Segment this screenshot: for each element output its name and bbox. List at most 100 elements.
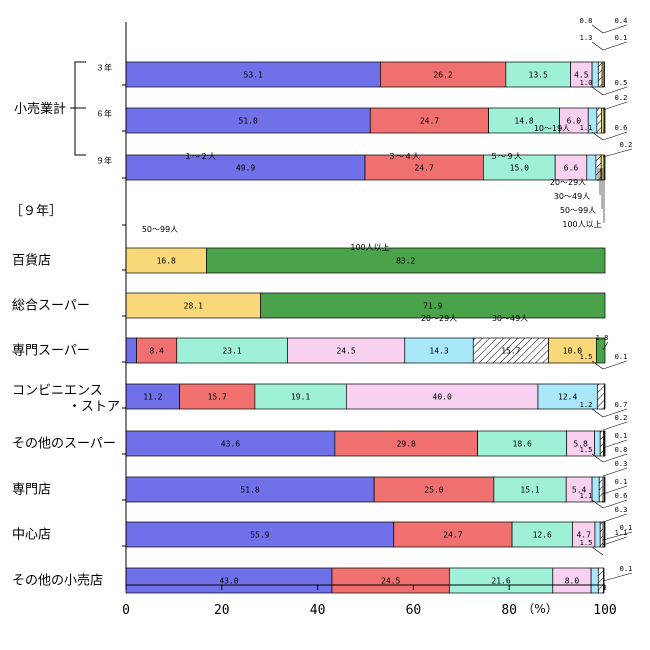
bar-value-label: 24.7 <box>415 164 434 173</box>
leader-line <box>591 131 604 141</box>
bar-value-label: 51.8 <box>240 486 259 495</box>
bar-value-label: 10.0 <box>563 347 582 356</box>
small-value-label: 1.5 <box>580 446 593 454</box>
category-label: その他のスーパー <box>12 437 116 452</box>
bar-value-label: 15.7 <box>501 347 520 356</box>
category-label: コンビニエンス <box>12 384 103 399</box>
bar-segment <box>125 383 180 410</box>
small-value-label: 1.1 <box>615 529 628 537</box>
year-label: ３年 <box>96 63 112 73</box>
bar-value-label: 13.5 <box>529 71 548 80</box>
small-value-label: 0.4 <box>615 17 628 25</box>
leader-line <box>602 148 633 158</box>
bar-segment <box>599 430 604 457</box>
bar-segment <box>554 154 588 181</box>
bar-segment <box>364 154 484 181</box>
small-value-label: 1.8 <box>596 334 609 342</box>
bar-segment <box>448 567 554 594</box>
bar-segment <box>511 521 573 548</box>
bar-segment <box>596 383 605 410</box>
small-value-label: 0.1 <box>615 478 628 486</box>
small-value-label: 0.1 <box>620 565 633 573</box>
x-unit-label: （%） <box>522 602 557 616</box>
leader-line <box>602 572 633 582</box>
bar-segment <box>125 61 381 88</box>
bar-segment <box>603 154 606 181</box>
section-label: ［９年］ <box>10 204 62 219</box>
bar-value-label: 43.6 <box>221 440 240 449</box>
bar-segment <box>125 521 395 548</box>
bar-value-label: 28.1 <box>184 302 203 311</box>
leader-line <box>602 408 628 418</box>
bar-value-label: 43.0 <box>219 577 238 586</box>
leader-line <box>591 453 604 463</box>
bar-segment <box>287 337 406 364</box>
bar-value-label: 15.1 <box>520 486 539 495</box>
category-label: その他の小売店 <box>12 573 103 589</box>
leader-line <box>602 360 628 370</box>
leader-line <box>591 408 604 418</box>
category-label: 専門スーパー <box>12 344 90 359</box>
bar-segment <box>559 107 589 134</box>
bar-segment <box>552 567 592 594</box>
x-tick-label: 80 <box>501 603 517 618</box>
bar-segment <box>136 337 178 364</box>
bar-value-label: 24.7 <box>443 531 462 540</box>
small-value-label: 0.6 <box>615 124 628 132</box>
bar-segment <box>596 107 602 134</box>
bar-value-label: 19.1 <box>291 393 310 402</box>
bar-segment <box>125 337 137 364</box>
bar-segment <box>125 476 375 503</box>
small-value-label: 0.2 <box>615 94 628 102</box>
bar-value-label: 24.7 <box>420 117 439 126</box>
bar-segment <box>565 476 593 503</box>
bar-value-label: 15.0 <box>510 164 529 173</box>
bar-value-label: 24.5 <box>381 577 400 586</box>
bar-segment <box>599 521 604 548</box>
year-label: ９年 <box>96 156 112 166</box>
small-value-label: 0.2 <box>620 141 633 149</box>
bar-value-label: 5.4 <box>572 486 587 495</box>
bar-segment <box>254 383 347 410</box>
bar-segment <box>345 383 539 410</box>
bar-value-label: 55.9 <box>250 531 269 540</box>
x-tick-label: 0 <box>122 603 130 618</box>
leader-line <box>602 41 628 51</box>
bar-segment <box>206 247 606 274</box>
small-value-label: 1.1 <box>580 124 593 132</box>
bar-segment <box>125 247 207 274</box>
category-label: 百貨店 <box>12 253 51 269</box>
small-value-label: 0.8 <box>580 17 593 25</box>
bar-segment <box>260 292 606 319</box>
leader-line <box>602 536 628 546</box>
bar-value-label: 12.4 <box>558 393 577 402</box>
series-name-label: 30～49人 <box>492 314 528 323</box>
bar-value-label: 26.2 <box>433 71 452 80</box>
series-name-label: 100人以上 <box>350 243 389 252</box>
small-value-label: 0.5 <box>615 79 628 87</box>
leader-line <box>602 485 628 495</box>
bar-segment <box>393 521 513 548</box>
bar-segment <box>472 337 549 364</box>
series-name-label: 50～99人 <box>560 206 596 215</box>
bar-segment <box>404 337 474 364</box>
bar-segment <box>125 567 333 594</box>
bar-segment <box>597 61 603 88</box>
small-value-label: 0.7 <box>615 401 628 409</box>
leader-line <box>602 467 628 477</box>
bar-segment <box>591 476 600 503</box>
bar-value-label: 14.3 <box>429 347 448 356</box>
small-value-label: 1.2 <box>580 401 593 409</box>
small-value-label: 0.8 <box>615 446 628 454</box>
category-label: 総合スーパー <box>12 299 90 314</box>
small-value-label: 1.0 <box>580 79 593 87</box>
bar-value-label: 15.7 <box>208 393 227 402</box>
bar-value-label: 83.2 <box>396 257 415 266</box>
bar-value-label: 8.0 <box>565 577 580 586</box>
small-value-label: 0.1 <box>615 353 628 361</box>
bar-value-label: 53.1 <box>244 71 263 80</box>
bar-value-label: 49.9 <box>236 164 255 173</box>
bar-value-label: 51.0 <box>239 117 258 126</box>
bar-segment <box>603 107 606 134</box>
